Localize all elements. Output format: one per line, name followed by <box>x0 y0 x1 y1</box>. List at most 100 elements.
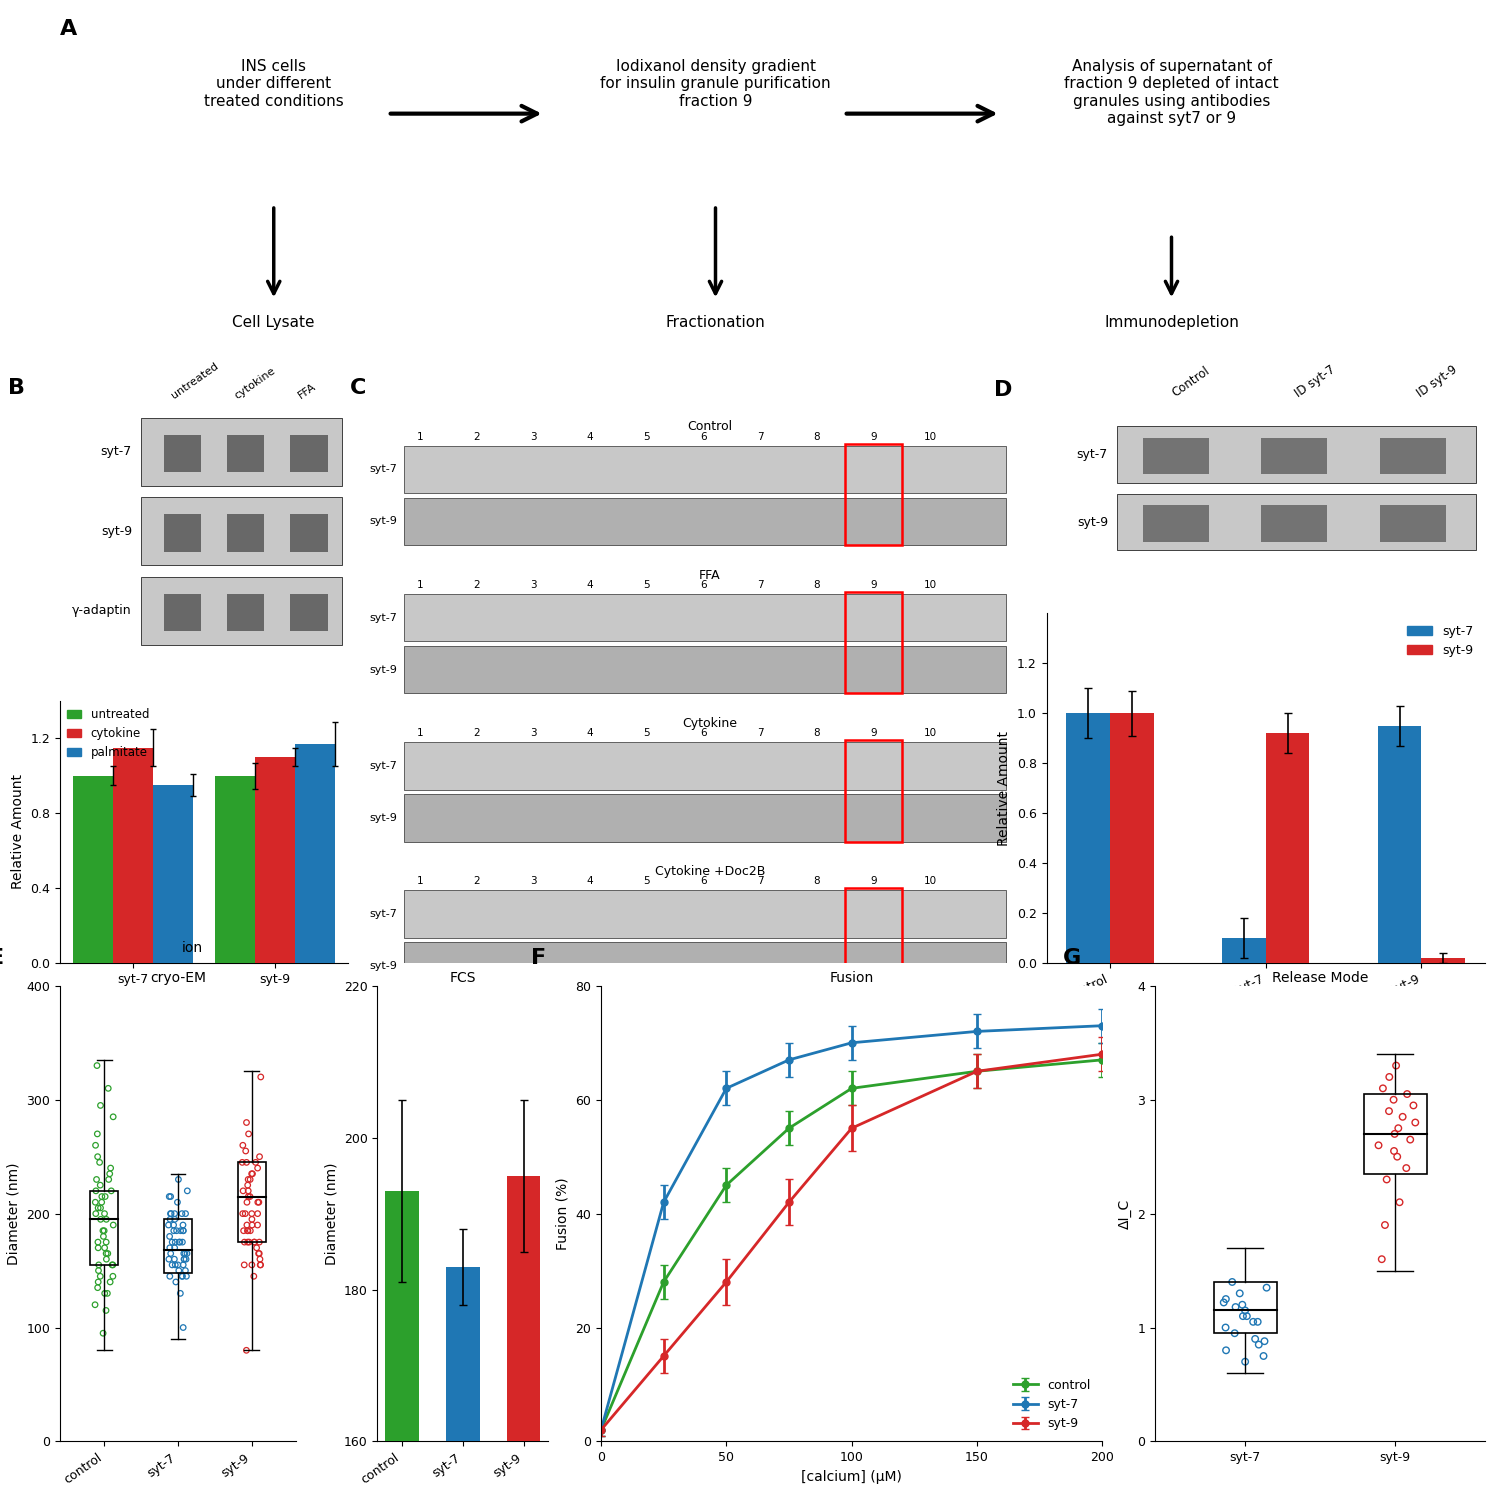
Point <box>246 1213 270 1236</box>
Bar <box>846 889 901 990</box>
Point <box>1251 1345 1275 1369</box>
Bar <box>1143 505 1209 542</box>
Point <box>1214 1339 1237 1363</box>
Point <box>174 1265 198 1288</box>
Text: 8: 8 <box>813 431 820 441</box>
Bar <box>1066 713 1110 963</box>
Point <box>1382 1140 1406 1164</box>
Text: 9: 9 <box>870 728 877 739</box>
Bar <box>1266 733 1310 963</box>
Text: syt-7: syt-7 <box>370 761 398 771</box>
Text: syt-7: syt-7 <box>1077 447 1108 461</box>
Point <box>240 1253 264 1276</box>
Bar <box>404 942 1006 990</box>
Bar <box>1116 493 1476 550</box>
Point <box>1232 1305 1256 1328</box>
Text: syt-9: syt-9 <box>100 525 132 538</box>
Point <box>1371 1076 1395 1100</box>
Y-axis label: Diameter (nm): Diameter (nm) <box>324 1162 338 1265</box>
Title: FCS: FCS <box>450 970 476 985</box>
Bar <box>164 594 201 632</box>
Text: B: B <box>8 377 26 398</box>
Bar <box>141 577 342 645</box>
Point <box>248 1190 272 1214</box>
Point <box>162 1219 186 1242</box>
Point <box>238 1184 262 1208</box>
X-axis label: [calcium] (μM): [calcium] (μM) <box>801 1470 901 1483</box>
Point <box>160 1253 184 1276</box>
Text: 3: 3 <box>531 877 537 886</box>
Point <box>236 1213 260 1236</box>
Text: A: A <box>60 18 78 39</box>
Point <box>248 1253 272 1276</box>
Point <box>232 1230 256 1254</box>
Text: INS cells
under different
treated conditions: INS cells under different treated condit… <box>204 59 344 108</box>
Text: 1: 1 <box>417 431 423 441</box>
Bar <box>404 594 1006 642</box>
Point <box>1382 1088 1406 1112</box>
Bar <box>1116 426 1476 483</box>
Text: Control: Control <box>687 421 732 434</box>
Point <box>86 1196 109 1220</box>
Point <box>246 1156 270 1180</box>
Bar <box>404 742 1006 789</box>
Point <box>172 1242 196 1266</box>
Point <box>1398 1128 1422 1152</box>
Text: ion: ion <box>182 941 203 954</box>
Y-axis label: ΔI_C: ΔI_C <box>1118 1199 1132 1229</box>
Point <box>166 1259 190 1282</box>
Point <box>92 1224 116 1248</box>
Text: Fractionation: Fractionation <box>666 315 765 330</box>
Y-axis label: Diameter (nm): Diameter (nm) <box>8 1162 21 1265</box>
Point <box>94 1299 118 1323</box>
Text: 4: 4 <box>586 728 594 739</box>
Bar <box>1262 505 1328 542</box>
Point <box>159 1242 183 1266</box>
Point <box>84 1190 108 1214</box>
Point <box>162 1213 186 1236</box>
Point <box>102 1213 126 1236</box>
Text: 5: 5 <box>644 431 650 441</box>
Point <box>93 1236 117 1260</box>
Bar <box>846 591 901 694</box>
Text: Analysis of supernatant of
fraction 9 depleted of intact
granules using antibodi: Analysis of supernatant of fraction 9 de… <box>1064 59 1280 126</box>
Point <box>94 1208 118 1232</box>
Bar <box>226 594 264 632</box>
Text: 7: 7 <box>758 580 764 590</box>
Point <box>170 1202 194 1226</box>
Point <box>168 1230 192 1254</box>
Point <box>1401 1094 1425 1117</box>
Y-axis label: Fusion (%): Fusion (%) <box>555 1177 570 1250</box>
Point <box>243 1150 267 1174</box>
Bar <box>164 514 201 551</box>
Point <box>84 1202 108 1226</box>
Point <box>1377 1065 1401 1089</box>
Point <box>156 1213 180 1236</box>
Point <box>93 1281 117 1305</box>
Point <box>1214 1315 1237 1339</box>
Text: 10: 10 <box>924 728 938 739</box>
Point <box>244 1236 268 1260</box>
Point <box>1230 1293 1254 1317</box>
Point <box>231 1178 255 1202</box>
Point <box>158 1265 182 1288</box>
Point <box>231 1134 255 1158</box>
Point <box>1233 1349 1257 1373</box>
Point <box>174 1202 198 1226</box>
Legend: untreated, cytokine, palmitate: untreated, cytokine, palmitate <box>63 703 154 764</box>
Text: G: G <box>1064 948 1082 967</box>
Point <box>84 1168 108 1192</box>
Point <box>234 1339 258 1363</box>
Point <box>162 1247 186 1271</box>
Point <box>96 1076 120 1100</box>
Text: 3: 3 <box>531 431 537 441</box>
Point <box>1254 1276 1278 1300</box>
Point <box>240 1202 264 1226</box>
Point <box>1222 1321 1246 1345</box>
Point <box>164 1271 188 1294</box>
Bar <box>74 776 112 963</box>
Text: syt-7: syt-7 <box>100 446 132 459</box>
Text: syt-9: syt-9 <box>370 517 398 526</box>
Point <box>172 1247 196 1271</box>
Point <box>1384 1144 1408 1168</box>
